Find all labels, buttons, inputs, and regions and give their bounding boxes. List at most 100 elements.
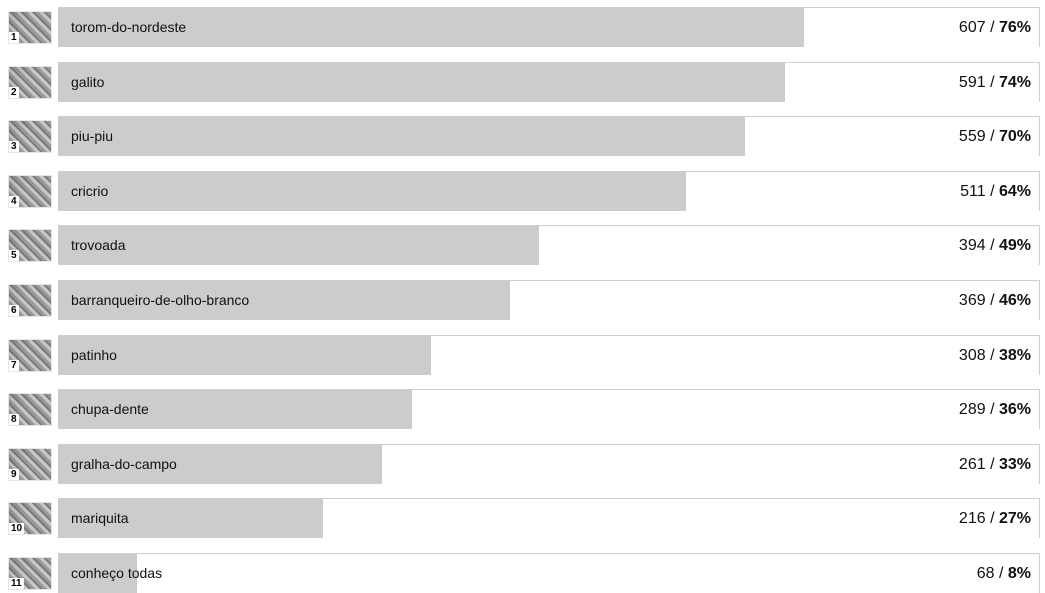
rank-badge: 6 (9, 305, 19, 316)
bar-value: 261 / 33% (959, 456, 1031, 474)
value-separator: / (985, 292, 999, 309)
percent-label: 49% (998, 237, 1031, 255)
bar-value: 369 / 46% (959, 292, 1031, 310)
value-separator: / (985, 455, 999, 473)
bar (58, 281, 510, 320)
bird-thumbnail: 1 (8, 11, 52, 44)
rank-badge: 4 (9, 195, 19, 207)
value-separator: / (985, 346, 999, 364)
vote-count: 607 (958, 19, 986, 36)
bar-track: patinho 308 / 38% (58, 334, 1040, 375)
rank-badge: 2 (9, 86, 19, 98)
percent-label: 27% (998, 510, 1031, 528)
percent-label: 33% (998, 455, 1031, 473)
value-separator: / (985, 128, 999, 146)
bar-track: trovoada 394 / 49% (58, 225, 1040, 266)
bar-label: patinho (71, 346, 117, 363)
bar-row: 8 chupa-dente 289 / 36% (0, 389, 1045, 430)
percent-label: 8% (1007, 565, 1031, 582)
vote-count: 369 (958, 292, 986, 309)
rank-badge: 8 (9, 414, 19, 426)
vote-count: 308 (958, 346, 986, 364)
vote-count: 394 (958, 237, 986, 255)
vote-count: 559 (958, 128, 986, 146)
bar-label: torom-do-nordeste (71, 19, 187, 35)
bar (58, 62, 785, 102)
bar-track: conheço todas 68 / 8% (58, 553, 1040, 593)
bar-track: piu-piu 559 / 70% (58, 116, 1040, 157)
value-separator: / (994, 565, 1008, 582)
bird-thumbnail: 5 (8, 229, 52, 263)
bird-thumbnail: 10 (8, 502, 52, 536)
bar-row: 6 barranqueiro-de-olho-branco 369 / 46% (0, 280, 1045, 320)
value-separator: / (985, 19, 999, 36)
percent-label: 36% (998, 401, 1031, 419)
vote-count: 289 (958, 401, 986, 419)
bar (58, 117, 746, 157)
bar-value: 394 / 49% (959, 237, 1031, 255)
bar-label: barranqueiro-de-olho-branco (71, 292, 250, 308)
rank-badge: 9 (9, 468, 19, 480)
bar-value: 511 / 64% (960, 183, 1031, 201)
bar-row: 9 gralha-do-campo 261 / 33% (0, 443, 1045, 484)
bar (58, 390, 412, 430)
bar-track: mariquita 216 / 27% (58, 498, 1040, 539)
bird-thumbnail: 11 (8, 557, 52, 590)
vote-count: 511 (960, 182, 986, 200)
bar (58, 171, 687, 211)
bar-row: 4 cricrio 511 / 64% (0, 170, 1045, 211)
bar-track: gralha-do-campo 261 / 33% (58, 443, 1040, 484)
rank-badge: 5 (9, 250, 19, 262)
bar-row: 1 torom-do-nordeste 607 / 76% (0, 7, 1045, 47)
bar-label: conheço todas (71, 565, 163, 581)
bar-track: galito 591 / 74% (58, 61, 1040, 102)
bar (58, 499, 324, 539)
rank-badge: 1 (9, 32, 19, 43)
bird-thumbnail: 7 (8, 338, 52, 372)
bar-label: chupa-dente (71, 401, 149, 418)
value-separator: / (985, 510, 999, 528)
vote-count: 68 (976, 565, 995, 582)
value-separator: / (985, 73, 999, 91)
bar-value: 308 / 38% (959, 347, 1031, 365)
bar-label: cricrio (71, 182, 109, 199)
percent-label: 76% (998, 19, 1031, 36)
percent-label: 38% (998, 346, 1031, 364)
bar-label: gralha-do-campo (71, 455, 177, 472)
percent-label: 74% (998, 73, 1031, 91)
bar-track: barranqueiro-de-olho-branco 369 / 46% (58, 280, 1040, 320)
vote-count: 591 (958, 73, 986, 91)
bar-row: 11 conheço todas 68 / 8% (0, 553, 1045, 593)
rank-badge: 10 (9, 523, 25, 535)
bar (58, 444, 383, 484)
bar-value: 68 / 8% (977, 565, 1031, 583)
value-separator: / (985, 182, 999, 200)
bar-value: 216 / 27% (959, 510, 1031, 528)
bar-row: 5 trovoada 394 / 49% (0, 225, 1045, 266)
bar-label: trovoada (71, 237, 126, 254)
bar (58, 226, 540, 266)
bird-thumbnail: 9 (8, 447, 52, 481)
bar-label: mariquita (71, 510, 129, 527)
bird-thumbnail: 4 (8, 174, 52, 208)
percent-label: 64% (998, 182, 1031, 200)
bar-value: 559 / 70% (959, 128, 1031, 146)
bird-thumbnail: 2 (8, 65, 52, 99)
bar-track: torom-do-nordeste 607 / 76% (58, 7, 1040, 47)
bar-track: cricrio 511 / 64% (58, 170, 1040, 211)
bar-track: chupa-dente 289 / 36% (58, 389, 1040, 430)
bar-row: 10 mariquita 216 / 27% (0, 498, 1045, 539)
bar-value: 289 / 36% (959, 401, 1031, 419)
bird-thumbnail: 3 (8, 120, 52, 154)
bird-thumbnail: 6 (8, 284, 52, 317)
bar (58, 335, 432, 375)
percent-label: 46% (998, 292, 1031, 309)
bar-row: 7 patinho 308 / 38% (0, 334, 1045, 375)
value-separator: / (985, 401, 999, 419)
bar-row: 2 galito 591 / 74% (0, 61, 1045, 102)
bar-value: 591 / 74% (959, 74, 1031, 92)
bar-row: 3 piu-piu 559 / 70% (0, 116, 1045, 157)
bird-thumbnail: 8 (8, 393, 52, 427)
value-separator: / (985, 237, 999, 255)
